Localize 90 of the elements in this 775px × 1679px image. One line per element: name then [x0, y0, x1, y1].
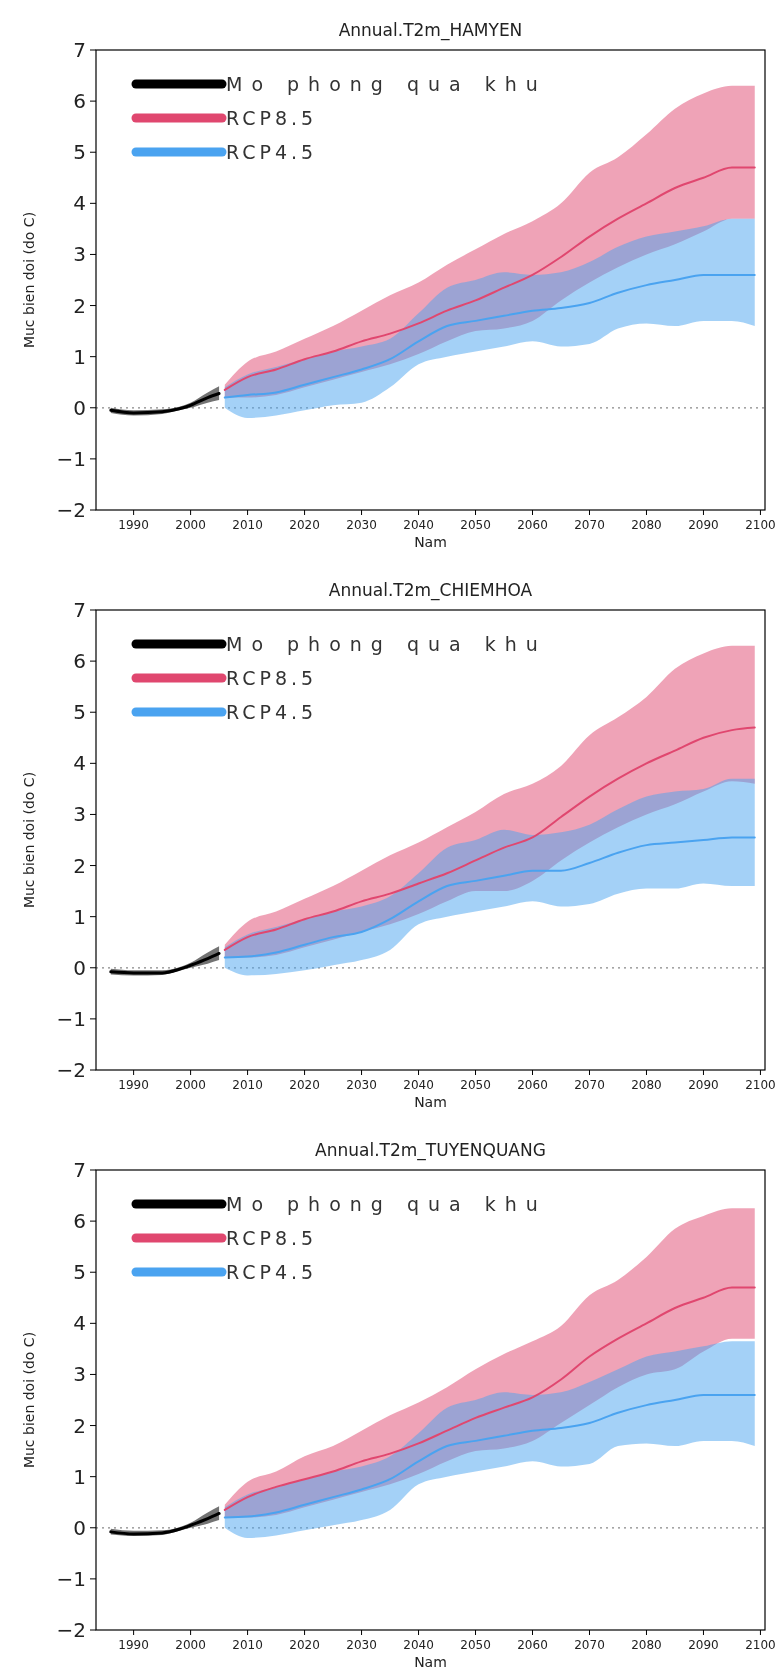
x-tick-label: 2070	[574, 518, 605, 532]
x-tick-label: 2090	[688, 518, 719, 532]
y-tick-label: 3	[73, 1362, 86, 1387]
legend-label: RCP8.5	[226, 106, 318, 129]
y-tick-label: −1	[56, 1566, 86, 1591]
y-tick-label: 1	[73, 344, 86, 369]
y-tick-label: 1	[73, 904, 86, 929]
x-tick-label: 2020	[289, 1638, 320, 1652]
legend-label: RCP8.5	[226, 1226, 318, 1249]
y-tick-label: 3	[73, 802, 86, 827]
x-tick-label: 2080	[631, 1638, 662, 1652]
y-axis-title: Muc bien doi (do C)	[21, 771, 37, 909]
x-tick-label: 2100	[745, 1078, 775, 1092]
y-tick-label: 7	[73, 38, 86, 62]
y-tick-label: 6	[73, 89, 86, 114]
x-tick-label: 2060	[517, 518, 548, 532]
x-tick-label: 2090	[688, 1638, 719, 1652]
x-tick-label: 1990	[118, 1078, 149, 1092]
y-axis-title: Muc bien doi (do C)	[21, 1331, 37, 1469]
y-tick-label: 0	[73, 1515, 86, 1540]
x-tick-label: 2010	[232, 1078, 263, 1092]
x-tick-label: 2100	[745, 518, 775, 532]
chart-title: Annual.T2m_TUYENQUANG	[315, 1140, 546, 1161]
legend-label: Mo phong qua khu	[226, 632, 547, 655]
y-tick-label: −1	[56, 446, 86, 471]
line-series	[223, 1393, 756, 1519]
x-tick-label: 2000	[175, 1078, 206, 1092]
y-axis-title: Muc bien doi (do C)	[21, 211, 37, 349]
legend-label: RCP4.5	[226, 1260, 318, 1283]
y-tick-label: 0	[73, 395, 86, 420]
y-tick-label: 7	[73, 598, 86, 622]
x-tick-label: 2030	[346, 1638, 377, 1652]
x-tick-label: 2080	[631, 1078, 662, 1092]
x-tick-label: 2030	[346, 1078, 377, 1092]
line-series	[223, 1286, 756, 1511]
y-tick-label: −2	[56, 498, 86, 522]
y-tick-label: −2	[56, 1618, 86, 1642]
line-series	[223, 273, 756, 399]
y-tick-label: 2	[73, 853, 86, 878]
x-tick-label: 2050	[460, 1638, 491, 1652]
x-axis-title: Nam	[414, 1094, 447, 1110]
y-tick-label: 1	[73, 1464, 86, 1489]
x-tick-label: 1990	[118, 1638, 149, 1652]
x-tick-label: 2040	[403, 1078, 434, 1092]
x-tick-label: 2070	[574, 1078, 605, 1092]
x-tick-label: 2020	[289, 518, 320, 532]
legend-label: RCP8.5	[226, 666, 318, 689]
x-tick-label: 2070	[574, 1638, 605, 1652]
x-tick-label: 2010	[232, 518, 263, 532]
line-series	[223, 726, 756, 951]
y-tick-label: 0	[73, 955, 86, 980]
y-tick-label: 3	[73, 242, 86, 267]
x-tick-label: 2050	[460, 1078, 491, 1092]
y-tick-label: 6	[73, 649, 86, 674]
y-tick-label: 4	[73, 1311, 86, 1336]
y-tick-label: 5	[73, 1260, 86, 1285]
x-tick-label: 2040	[403, 518, 434, 532]
x-tick-label: 2080	[631, 518, 662, 532]
legend-label: RCP4.5	[226, 700, 318, 723]
x-tick-label: 1990	[118, 518, 149, 532]
chart-title: Annual.T2m_CHIEMHOA	[328, 580, 533, 601]
line-series	[223, 166, 756, 391]
legend-label: RCP4.5	[226, 140, 318, 163]
x-axis-title: Nam	[414, 534, 447, 550]
legend-label: Mo phong qua khu	[226, 1192, 547, 1215]
x-tick-label: 2040	[403, 1638, 434, 1652]
x-tick-label: 2100	[745, 1638, 775, 1652]
y-tick-label: 4	[73, 751, 86, 776]
x-tick-label: 2020	[289, 1078, 320, 1092]
line-series	[223, 836, 756, 959]
y-tick-label: −1	[56, 1006, 86, 1031]
legend-label: Mo phong qua khu	[226, 72, 547, 95]
x-tick-label: 2090	[688, 1078, 719, 1092]
x-tick-label: 2010	[232, 1638, 263, 1652]
chart-title: Annual.T2m_HAMYEN	[338, 20, 523, 41]
x-tick-label: 2060	[517, 1638, 548, 1652]
x-tick-label: 2030	[346, 518, 377, 532]
y-tick-label: 5	[73, 140, 86, 165]
y-tick-label: 7	[73, 1158, 86, 1182]
x-tick-label: 2000	[175, 518, 206, 532]
x-axis-title: Nam	[414, 1654, 447, 1670]
x-tick-label: 2050	[460, 518, 491, 532]
y-tick-label: −2	[56, 1058, 86, 1082]
x-tick-label: 2060	[517, 1078, 548, 1092]
y-tick-label: 2	[73, 293, 86, 318]
y-tick-label: 5	[73, 700, 86, 725]
y-tick-label: 2	[73, 1413, 86, 1438]
y-tick-label: 6	[73, 1209, 86, 1234]
x-tick-label: 2000	[175, 1638, 206, 1652]
y-tick-label: 4	[73, 191, 86, 216]
